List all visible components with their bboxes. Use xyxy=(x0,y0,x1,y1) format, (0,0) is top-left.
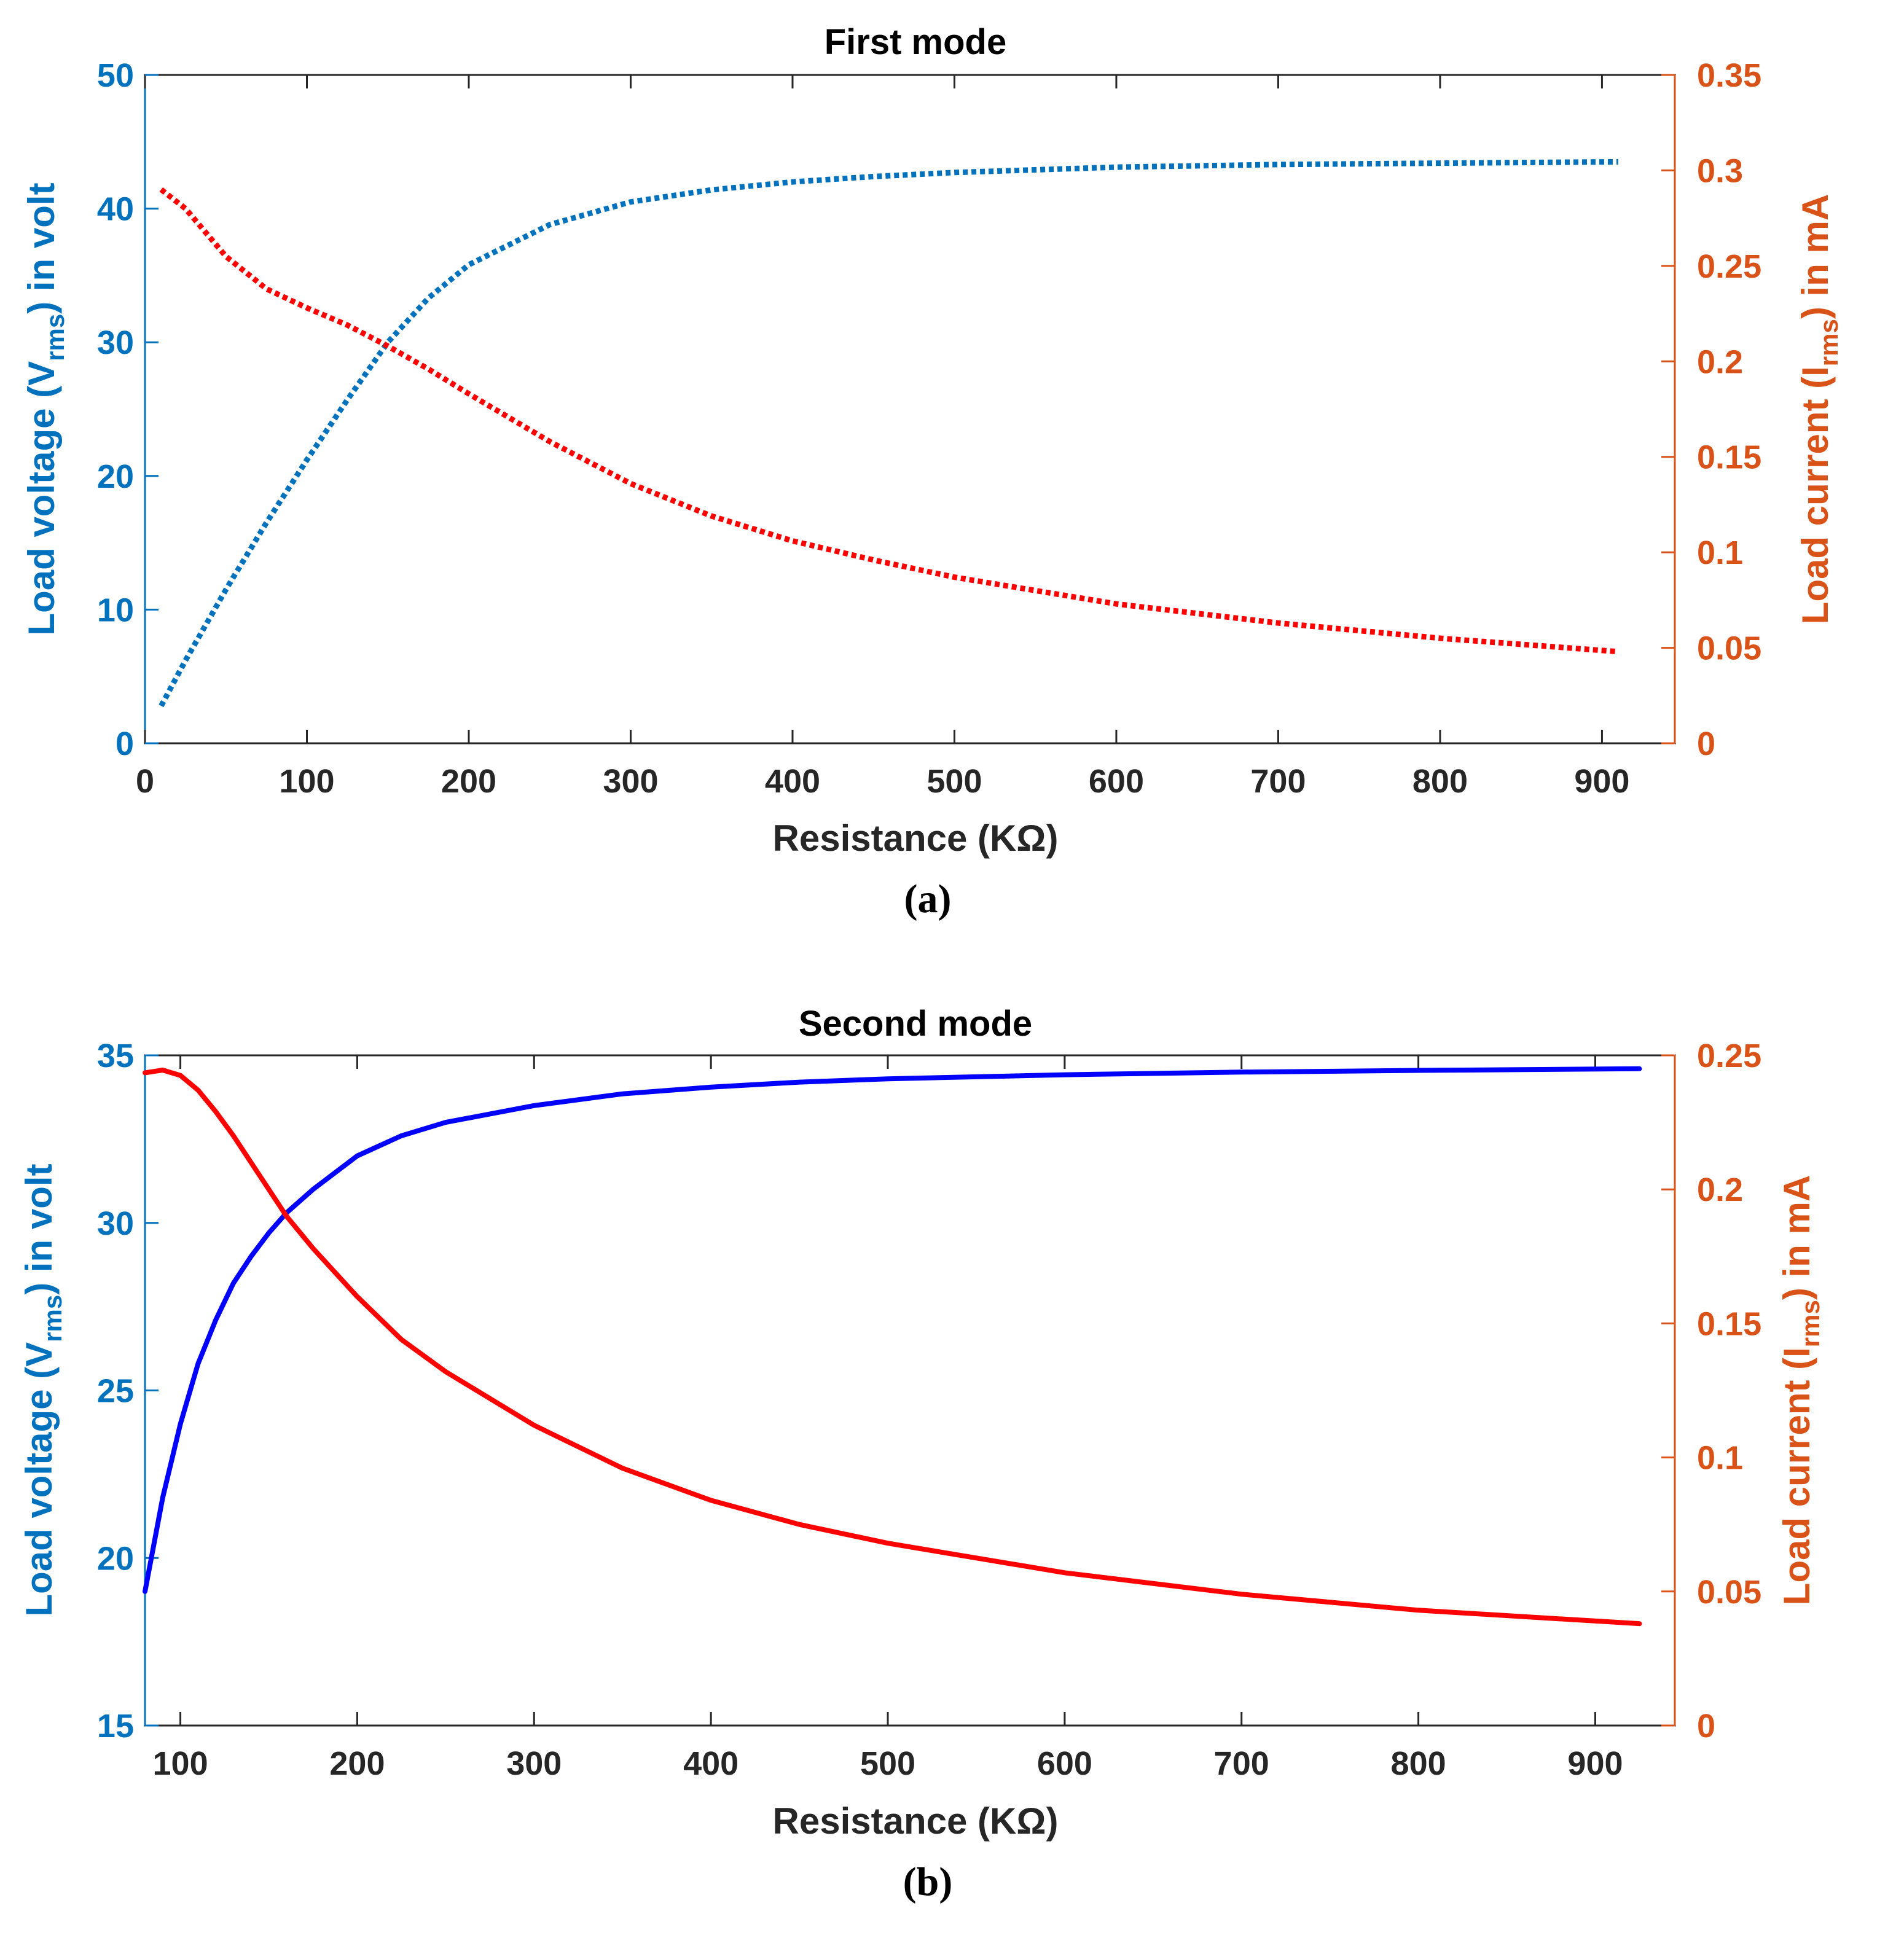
panel-b-ytick-left-label: 20 xyxy=(97,1540,134,1577)
panel-a-ytick-right-label: 0.1 xyxy=(1697,534,1743,571)
panel-b-ytick-left-label: 15 xyxy=(97,1708,134,1745)
panel-b-xtick-label: 800 xyxy=(1391,1745,1446,1782)
panel-b-y-left-label-text: Load voltage (Vrms) in volt xyxy=(18,1163,67,1616)
panel-b-xtick-label: 300 xyxy=(506,1745,562,1782)
panel-a-xtick-label: 700 xyxy=(1250,763,1306,800)
panel-a-y-right-label-tail: ) in mA xyxy=(1795,194,1836,319)
panel-b-y-right-label-sub: rms xyxy=(1796,1300,1825,1347)
panel-b-y-right-label-tail: ) in mA xyxy=(1776,1175,1817,1300)
panel-a-xtick-label: 400 xyxy=(765,763,820,800)
panel-b-xtick-label: 900 xyxy=(1567,1745,1623,1782)
panel-b-xtick-label: 400 xyxy=(683,1745,738,1782)
panel-b-xtick-label: 200 xyxy=(329,1745,385,1782)
panel-b-ytick-left-label: 30 xyxy=(97,1205,134,1242)
panel-a-xtick-label: 100 xyxy=(279,763,334,800)
panel-a-ytick-left-label: 30 xyxy=(97,324,134,361)
panel-b-xtick-label: 600 xyxy=(1037,1745,1092,1782)
panel-a-y-right-label-main: Load current (I xyxy=(1795,366,1836,624)
panel-b-y-right-label: Load current (Irms) in mA xyxy=(1776,1175,1825,1605)
panel-a-ytick-left-label: 40 xyxy=(97,191,134,228)
panel-b-y-left-label-sub: rms xyxy=(38,1295,67,1342)
panel-a-xtick-label: 500 xyxy=(927,763,982,800)
panel-a-y-left-label-text: Load voltage (Vrms) in volt xyxy=(21,182,69,635)
panel-a-ytick-right-label: 0.15 xyxy=(1697,439,1761,476)
panel-b-ytick-left-label: 25 xyxy=(97,1373,134,1410)
panel-b-y-left-label: Load voltage (Vrms) in volt xyxy=(18,1163,67,1616)
panel-a-xtick-label: 800 xyxy=(1412,763,1468,800)
panel-a-y-left-label-tail: ) in volt xyxy=(21,182,62,313)
panel-b-ytick-right-label: 0.05 xyxy=(1697,1574,1761,1611)
panel-a-y-right-label-sub: rms xyxy=(1814,319,1843,366)
panel-a-xtick-label: 900 xyxy=(1574,763,1629,800)
panel-b-series xyxy=(143,1066,1642,1627)
panel-a-x-axis-label: Resistance (KΩ) xyxy=(773,818,1059,859)
panel-a-ticks: 0 100 200 300 400 500 600 700 800 900010203040500… xyxy=(97,57,1761,800)
panel-b-second-mode: Second mode Resistance (KΩ) Load voltage… xyxy=(18,1004,1825,1904)
panel-a-y-left-label: Load voltage (Vrms) in volt xyxy=(21,182,69,635)
panel-b-ytick-right-label: 0.25 xyxy=(1697,1038,1761,1074)
panel-b-xtick-label: 100 xyxy=(153,1745,208,1782)
panel-a-y-right-label-text: Load current (Irms) in mA xyxy=(1795,194,1843,624)
panel-a-xtick-label: 0 xyxy=(136,763,154,800)
panel-b-ytick-right-label: 0.15 xyxy=(1697,1305,1761,1342)
panel-a-series-load-voltage xyxy=(159,158,1618,708)
panel-b-y-right-label-text: Load current (Irms) in mA xyxy=(1776,1175,1825,1605)
panel-b-x-axis-label: Resistance (KΩ) xyxy=(773,1800,1059,1842)
panel-a-first-mode: First mode Resistance (KΩ) Load voltage … xyxy=(21,22,1843,921)
panel-a-title: First mode xyxy=(825,22,1007,62)
panel-b-xtick-label: 500 xyxy=(860,1745,915,1782)
panel-a-y-left-label-sub: rms xyxy=(41,314,69,361)
panel-b-y-left-label-main: Load voltage (V xyxy=(18,1342,60,1617)
panel-a-y-right-label: Load current (Irms) in mA xyxy=(1795,194,1843,624)
panel-a-ytick-right-label: 0.05 xyxy=(1697,630,1761,667)
panel-b-xtick-label: 700 xyxy=(1214,1745,1269,1782)
panel-b-series-load-voltage xyxy=(143,1066,1642,1594)
panel-b-y-left-label-tail: ) in volt xyxy=(18,1163,60,1294)
panel-a-xtick-label: 600 xyxy=(1089,763,1144,800)
panel-a-ytick-left-label: 50 xyxy=(97,57,134,94)
panel-a-xtick-label: 200 xyxy=(441,763,496,800)
panel-a-series xyxy=(159,158,1619,708)
panel-b-ytick-right-label: 0.2 xyxy=(1697,1171,1743,1208)
panel-b-y-right-label-main: Load current (I xyxy=(1776,1347,1817,1605)
panel-a-ytick-left-label: 0 xyxy=(116,725,134,762)
panel-a-ytick-right-label: 0.25 xyxy=(1697,248,1761,285)
panel-a-ytick-right-label: 0.2 xyxy=(1697,343,1743,380)
panel-b-ytick-left-label: 35 xyxy=(97,1038,134,1074)
panel-b-series-load-current xyxy=(143,1068,1642,1627)
panel-a-ytick-right-label: 0.3 xyxy=(1697,152,1743,189)
panel-b-ticks: 100 200 300 400 500 600 700 800 900 15 20 25 30 35 0 0.… xyxy=(97,1038,1761,1782)
panel-a-caption: (a) xyxy=(904,877,952,921)
panel-a-ytick-left-label: 10 xyxy=(97,592,134,628)
panel-b-title: Second mode xyxy=(799,1004,1032,1044)
panel-b-ytick-right-label: 0 xyxy=(1697,1708,1715,1745)
panel-a-ytick-right-label: 0.35 xyxy=(1697,57,1761,94)
panel-a-ytick-right-label: 0 xyxy=(1697,725,1715,762)
panel-b-caption: (b) xyxy=(903,1859,953,1904)
panel-a-y-left-label-main: Load voltage (V xyxy=(21,361,62,636)
panel-a-series-load-current xyxy=(159,187,1619,655)
panel-a-xtick-label: 300 xyxy=(603,763,658,800)
panel-b-ytick-right-label: 0.1 xyxy=(1697,1440,1743,1477)
panel-a-ytick-left-label: 20 xyxy=(97,458,134,495)
